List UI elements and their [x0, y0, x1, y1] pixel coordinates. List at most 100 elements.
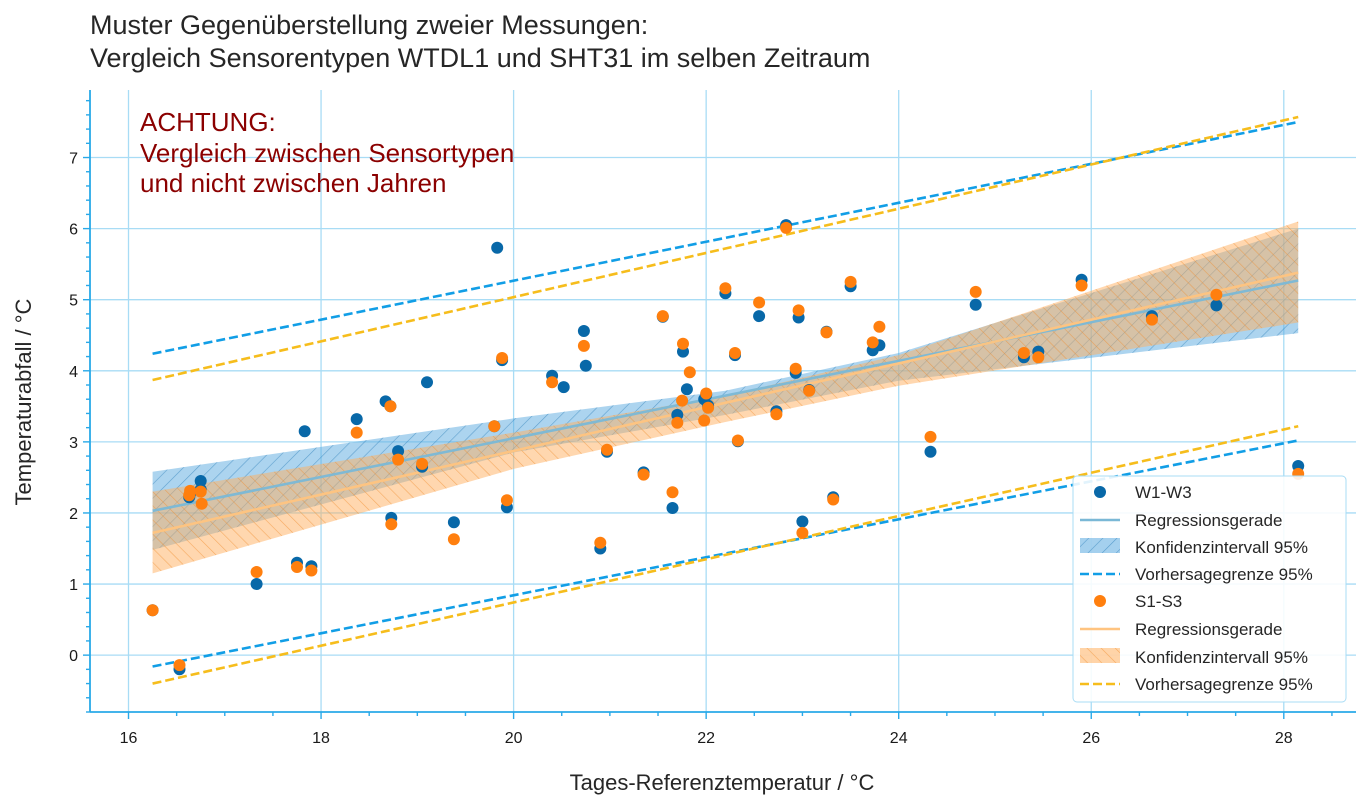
annotation-line-1: ACHTUNG:: [140, 107, 276, 137]
data-point-s: [488, 420, 501, 433]
data-point-s: [1210, 288, 1223, 301]
data-point-s: [384, 400, 397, 413]
data-point-s: [305, 564, 318, 577]
data-point-s: [656, 310, 669, 323]
prediction-limit-upper-s: [152, 115, 1299, 382]
data-point-w: [421, 376, 433, 389]
confidence-band-hatch-s: [152, 221, 1299, 574]
data-point-s: [789, 362, 802, 375]
x-tick-label: 18: [312, 730, 330, 747]
y-tick-label: 2: [69, 506, 78, 523]
y-tick-label: 6: [69, 222, 78, 239]
data-point-s: [350, 426, 363, 439]
data-point-s: [702, 401, 715, 414]
data-point-s: [146, 604, 159, 617]
x-axis-label: Tages-Referenztemperatur / °C: [570, 770, 875, 795]
data-point-s: [676, 394, 689, 407]
data-point-s: [719, 282, 732, 295]
legend-hatch-s-band: [1080, 648, 1120, 663]
data-point-s: [447, 533, 460, 546]
chart-title-line-2: Vergleich Sensorentypen WTDL1 und SHT31 …: [90, 43, 870, 73]
data-point-s: [729, 347, 741, 359]
legend-label-w-points: W1-W3: [1135, 483, 1192, 502]
data-point-s: [416, 457, 429, 470]
data-point-w: [298, 425, 311, 438]
data-point-s: [924, 430, 937, 443]
data-point-w: [250, 578, 263, 590]
data-point-s: [594, 536, 607, 549]
data-point-s: [601, 443, 613, 456]
legend-marker-w-points: [1094, 486, 1106, 498]
data-point-s: [700, 387, 713, 400]
data-point-s: [820, 326, 833, 339]
data-point-w: [796, 515, 809, 528]
data-point-s: [731, 434, 744, 447]
data-point-s: [1017, 347, 1030, 359]
axes: 16 18 20 22 24 26 28 0 1 2 3 4 5 6 7: [69, 90, 1356, 747]
data-point-s: [195, 497, 208, 510]
data-point-s: [666, 486, 679, 499]
annotation-line-2: Vergleich zwischen Sensortypen: [140, 138, 514, 168]
regression-and-prediction-lines: [152, 115, 1299, 685]
data-point-s: [753, 296, 766, 309]
data-point-w: [557, 381, 570, 394]
data-point-w: [491, 241, 504, 254]
data-point-w: [753, 310, 766, 323]
data-point-s: [698, 414, 711, 427]
data-point-s: [577, 339, 590, 352]
data-point-s: [546, 376, 559, 389]
data-point-w: [447, 516, 460, 529]
data-point-w: [392, 445, 405, 458]
data-point-s: [866, 336, 879, 349]
x-tick-label: 16: [120, 730, 138, 747]
data-point-w: [924, 445, 937, 458]
y-tick-label: 0: [69, 648, 78, 665]
data-point-s: [1145, 313, 1158, 326]
y-tick-label: 7: [69, 151, 78, 168]
data-point-s: [803, 384, 816, 397]
annotation-line-3: und nicht zwischen Jahren: [140, 168, 446, 198]
data-point-s: [637, 468, 650, 481]
y-tick-label: 4: [69, 364, 78, 381]
x-tick-label: 24: [890, 730, 908, 747]
data-point-s: [844, 275, 857, 288]
legend-label-s-regression: Regressionsgerade: [1135, 620, 1282, 639]
legend-label-s-prediction: Vorhersagegrenze 95%: [1135, 675, 1313, 694]
x-tick-label: 26: [1082, 730, 1100, 747]
legend-label-w-regression: Regressionsgerade: [1135, 511, 1282, 530]
x-tick-label: 28: [1275, 730, 1293, 747]
regression-line-s: [152, 271, 1299, 535]
data-point-w: [1210, 299, 1223, 312]
data-point-w: [579, 359, 592, 372]
legend: W1-W3 Regressionsgerade Konfidenzinterva…: [1072, 475, 1347, 703]
data-point-s: [385, 518, 398, 531]
data-point-s: [500, 494, 513, 507]
regression-line-w: [152, 279, 1299, 513]
data-point-s: [184, 484, 197, 497]
data-point-s: [683, 366, 696, 379]
data-point-w: [350, 413, 363, 426]
data-point-s: [969, 285, 982, 298]
prediction-limit-lower-s: [152, 424, 1299, 685]
data-point-s: [677, 337, 689, 350]
legend-hatch-w-band: [1080, 538, 1120, 553]
data-points: [146, 219, 1305, 676]
data-point-s: [873, 320, 886, 333]
x-tick-label: 20: [505, 730, 523, 747]
legend-label-s-band: Konfidenzintervall 95%: [1135, 648, 1308, 667]
data-point-s: [1075, 279, 1088, 292]
data-point-s: [250, 566, 263, 578]
data-point-w: [969, 298, 982, 311]
data-point-s: [780, 221, 793, 234]
legend-label-s-points: S1-S3: [1135, 592, 1182, 611]
data-point-w: [194, 475, 207, 487]
legend-label-w-prediction: Vorhersagegrenze 95%: [1135, 565, 1313, 584]
data-point-s: [770, 408, 783, 421]
x-tick-label: 22: [697, 730, 715, 747]
confidence-bands: [152, 221, 1299, 574]
data-point-s: [827, 493, 840, 506]
y-tick-label: 5: [69, 293, 78, 310]
y-axis-label: Temperaturabfall / °C: [11, 298, 36, 505]
